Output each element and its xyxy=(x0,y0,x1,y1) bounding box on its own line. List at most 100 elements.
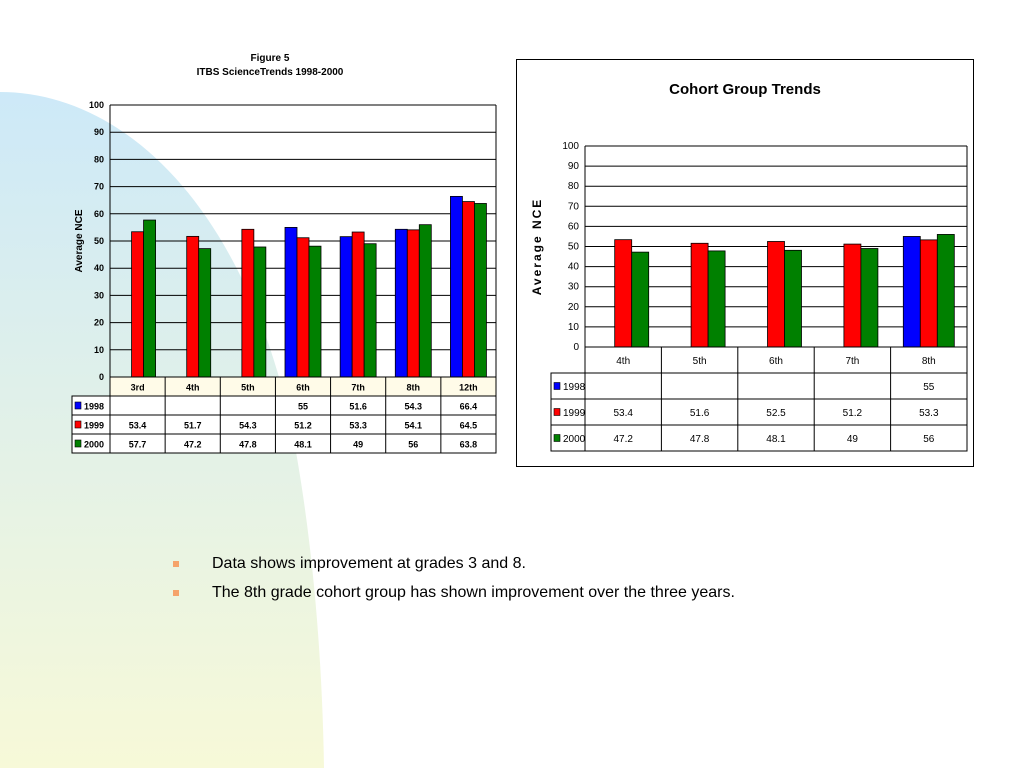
chart2-data-label: 47.8 xyxy=(690,434,710,445)
chart1-y-tick-label: 40 xyxy=(94,263,104,273)
chart1-bar-1998-8th xyxy=(394,228,408,378)
chart2-data-label: 53.3 xyxy=(919,408,939,419)
chart1-subtitle: ITBS ScienceTrends 1998-2000 xyxy=(197,67,344,78)
chart2-y-tick-label: 10 xyxy=(568,322,580,333)
chart1-category-label: 12th xyxy=(459,383,478,393)
chart2-y-tick-label: 30 xyxy=(568,282,580,293)
bullet-marker xyxy=(173,590,179,596)
chart1-bar-1999-5th xyxy=(241,228,255,378)
chart1-bar-1999-12th xyxy=(462,201,475,378)
chart2-y-tick-label: 20 xyxy=(568,302,580,313)
chart2-bar-1999-4th xyxy=(614,239,633,348)
chart2-category-label: 4th xyxy=(616,356,630,367)
chart2-legend-label-1999: 1999 xyxy=(563,408,586,419)
chart1-bar-1999-6th xyxy=(296,237,310,378)
chart2-y-tick-label: 40 xyxy=(568,262,580,273)
chart1-bar-1999-3rd xyxy=(131,231,144,378)
chart2-y-tick-label: 90 xyxy=(568,161,580,172)
chart1-title: Figure 5 xyxy=(251,53,290,64)
chart1-category-label: 4th xyxy=(186,383,200,393)
chart2-bar-1999-6th xyxy=(767,241,785,348)
chart2-y-tick-label: 100 xyxy=(562,141,579,152)
chart1-data-label: 55 xyxy=(298,402,308,412)
chart2-data-label: 52.5 xyxy=(766,408,786,419)
chart1-legend-label-1998: 1998 xyxy=(84,402,104,412)
chart1-data-label: 54.1 xyxy=(405,421,423,431)
chart1-bar-2000-12th xyxy=(474,203,487,378)
chart2-legend-swatch-2000 xyxy=(553,434,561,442)
chart2-legend-label-2000: 2000 xyxy=(563,434,586,445)
chart1-data-label: 64.5 xyxy=(460,421,478,431)
chart1-data-label: 66.4 xyxy=(460,402,478,412)
chart1-svg: Figure 5 ITBS ScienceTrends 1998-2000 0 10 2… xyxy=(71,53,497,454)
bullet-text: The 8th grade cohort group has shown imp… xyxy=(212,584,735,601)
chart1-data-label: 47.8 xyxy=(239,440,257,450)
chart2-bar-2000-4th xyxy=(631,251,650,348)
chart2-bar-1999-7th xyxy=(843,243,862,348)
chart1-y-tick-label: 100 xyxy=(89,100,104,110)
chart1-bar-1998-7th xyxy=(339,236,353,378)
chart2-bar-2000-8th xyxy=(936,234,955,348)
chart2-y-tick-label: 60 xyxy=(568,221,580,232)
chart2-bar-1998-8th xyxy=(902,236,921,348)
chart1-bar-1999-4th xyxy=(186,235,200,378)
chart1-category-label: 3rd xyxy=(131,383,145,393)
chart2-category-label: 5th xyxy=(693,356,707,367)
chart1-y-tick-label: 90 xyxy=(94,127,104,137)
chart1-category-label: 5th xyxy=(241,383,255,393)
chart2-legend-label-1998: 1998 xyxy=(563,382,586,393)
chart2-bar-2000-6th xyxy=(784,249,802,348)
chart2-y-tick-label: 80 xyxy=(568,181,580,192)
chart1-category-label: 7th xyxy=(351,383,365,393)
chart2-table-header-row xyxy=(584,346,968,374)
itbs-science-trends-chart: Figure 5 ITBS ScienceTrends 1998-2000 0 10 2… xyxy=(60,45,500,465)
chart2-y-tick-label: 70 xyxy=(568,201,580,212)
chart1-table-body xyxy=(71,395,497,454)
chart1-y-tick-label: 20 xyxy=(94,318,104,328)
chart1-legend-swatch-2000 xyxy=(74,439,82,448)
chart1-bar-1998-12th xyxy=(450,195,463,378)
chart1-bar-1999-8th xyxy=(406,229,420,378)
chart2-legend-swatch-1999 xyxy=(553,408,561,416)
chart1-category-label: 6th xyxy=(296,383,310,393)
chart2-data-label: 55 xyxy=(923,382,935,393)
chart2-y-tick-label: 0 xyxy=(573,342,579,353)
chart2-bar-1999-5th xyxy=(690,242,709,348)
chart1-category-label: 8th xyxy=(407,383,421,393)
bullet-item: Data shows improvement at grades 3 and 8… xyxy=(170,552,735,581)
chart2-table-body xyxy=(550,372,968,452)
chart2-category-label: 8th xyxy=(922,356,936,367)
chart2-data-label: 48.1 xyxy=(766,434,786,445)
chart1-data-label: 51.7 xyxy=(184,421,202,431)
chart1-y-tick-label: 80 xyxy=(94,154,104,164)
chart1-y-tick-label: 30 xyxy=(94,290,104,300)
chart1-legend-label-1999: 1999 xyxy=(84,421,104,431)
chart2-svg: Cohort Group Trends 0 10 20 30 40 50 60 70 80 90 10… xyxy=(530,81,968,452)
chart1-data-label: 63.8 xyxy=(460,440,478,450)
chart1-data-label: 54.3 xyxy=(405,402,423,412)
chart1-bar-2000-4th xyxy=(198,248,212,378)
chart1-y-tick-label: 0 xyxy=(99,372,104,382)
chart1-bar-2000-6th xyxy=(308,245,322,378)
bullet-marker xyxy=(173,561,179,567)
chart2-category-label: 7th xyxy=(845,356,859,367)
chart1-bar-2000-8th xyxy=(418,224,432,378)
chart2-title: Cohort Group Trends xyxy=(669,81,821,98)
chart2-bar-2000-7th xyxy=(860,248,879,348)
cohort-chart-frame: Cohort Group Trends 0 10 20 30 40 50 60 70 80 90 10… xyxy=(516,59,974,467)
chart1-bar-1998-6th xyxy=(284,226,298,378)
chart1-bar-2000-5th xyxy=(253,246,267,378)
chart1-data-label: 57.7 xyxy=(129,440,147,450)
chart1-data-label: 48.1 xyxy=(294,440,312,450)
bullet-text: Data shows improvement at grades 3 and 8… xyxy=(212,555,526,572)
chart2-bar-1999-8th xyxy=(919,239,938,348)
chart1-y-tick-label: 70 xyxy=(94,182,104,192)
chart1-bar-1999-7th xyxy=(351,231,365,378)
bullet-list: Data shows improvement at grades 3 and 8… xyxy=(170,552,735,610)
chart2-data-label: 49 xyxy=(847,434,859,445)
chart2-category-label: 6th xyxy=(769,356,783,367)
chart1-y-tick-label: 60 xyxy=(94,209,104,219)
chart2-data-label: 47.2 xyxy=(613,434,633,445)
chart1-y-tick-label: 50 xyxy=(94,236,104,246)
chart2-data-label: 51.6 xyxy=(690,408,710,419)
